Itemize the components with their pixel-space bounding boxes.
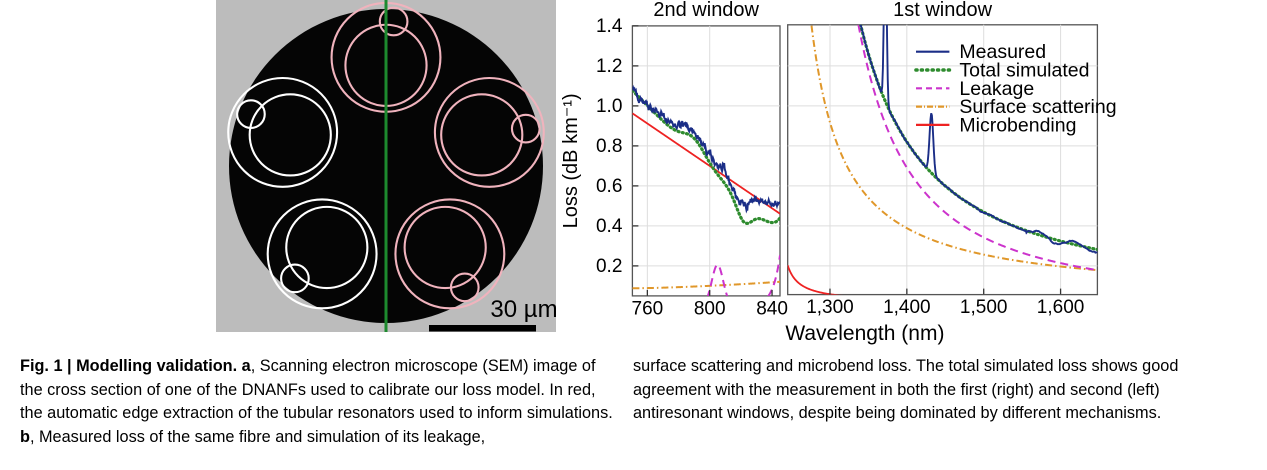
svg-text:30 µm: 30 µm	[490, 296, 556, 323]
svg-text:0.4: 0.4	[596, 216, 623, 237]
svg-text:0.6: 0.6	[596, 176, 622, 197]
svg-text:2nd window: 2nd window	[653, 0, 759, 21]
svg-text:1,600: 1,600	[1037, 297, 1085, 318]
svg-text:Wavelength (nm): Wavelength (nm)	[785, 322, 944, 345]
svg-text:1.2: 1.2	[596, 56, 622, 77]
svg-text:1st window: 1st window	[893, 0, 992, 21]
svg-text:1,400: 1,400	[883, 297, 931, 318]
svg-text:Microbending: Microbending	[959, 114, 1076, 136]
svg-text:1.4: 1.4	[596, 16, 623, 37]
svg-text:800: 800	[694, 298, 726, 319]
svg-text:Loss (dB km⁻¹): Loss (dB km⁻¹)	[560, 93, 582, 228]
svg-text:1,500: 1,500	[960, 297, 1008, 318]
svg-text:0.2: 0.2	[596, 256, 622, 277]
svg-text:1.0: 1.0	[596, 96, 622, 117]
svg-text:840: 840	[756, 298, 788, 319]
svg-text:760: 760	[632, 298, 664, 319]
svg-text:1,300: 1,300	[806, 297, 854, 318]
svg-text:0.8: 0.8	[596, 136, 622, 157]
